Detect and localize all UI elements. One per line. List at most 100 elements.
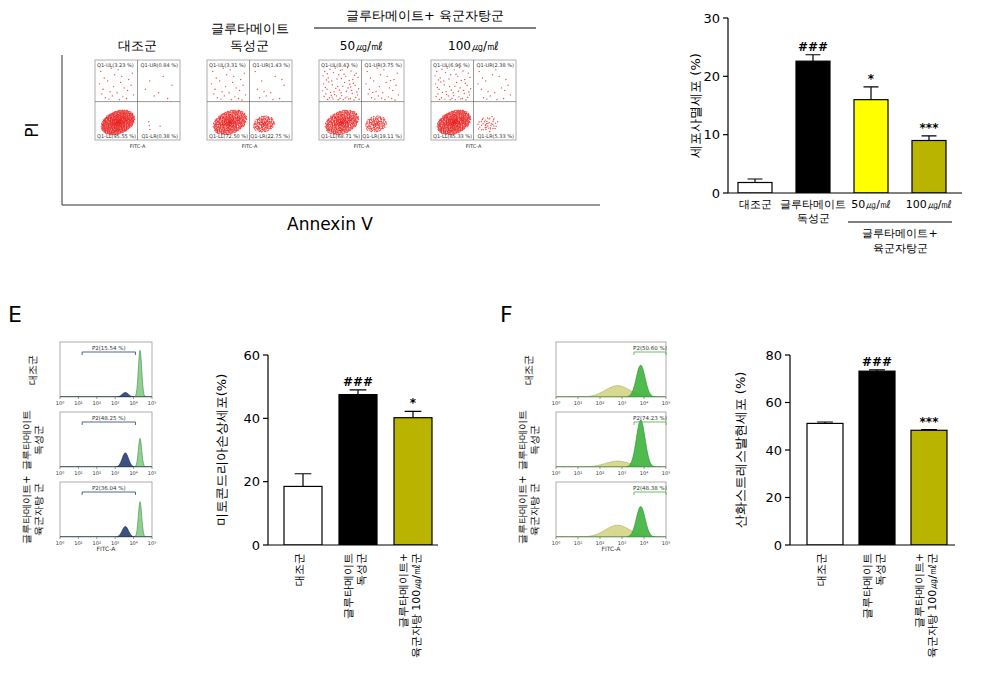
cell-dot (270, 124, 271, 125)
cell-dot (264, 129, 265, 130)
cell-dot (127, 126, 128, 127)
cell-dot (350, 98, 351, 99)
cell-dot (230, 117, 231, 118)
cell-dot (371, 97, 372, 98)
cell-dot (220, 98, 221, 99)
cell-dot (229, 120, 230, 121)
cell-dot (333, 122, 334, 123)
quadrant-line (137, 60, 138, 140)
cell-dot (220, 118, 221, 119)
cell-dot (118, 114, 119, 115)
cell-dot (259, 131, 260, 132)
cell-dot (126, 126, 127, 127)
cell-dot (111, 122, 112, 123)
cell-dot (116, 128, 117, 129)
text-line: FITC-A (130, 143, 146, 149)
cell-dot (259, 126, 260, 127)
cell-dot (110, 117, 111, 118)
cell-dot (258, 126, 259, 127)
cell-dot (225, 120, 226, 121)
cell-dot (130, 122, 131, 123)
cell-dot (230, 125, 231, 126)
cell-dot (231, 129, 232, 130)
cell-dot (281, 79, 282, 80)
cell-dot (265, 123, 266, 124)
cell-dot (339, 127, 340, 128)
cell-dot (115, 114, 116, 115)
cell-dot (348, 123, 349, 124)
cell-dot (229, 125, 230, 126)
cell-dot (130, 122, 131, 123)
cell-dot (242, 120, 243, 121)
cell-dot (158, 92, 159, 93)
cell-dot (119, 122, 120, 123)
cell-dot (243, 121, 244, 122)
cell-dot (267, 128, 268, 129)
cell-dot (131, 126, 132, 127)
cell-dot (326, 125, 327, 126)
cell-dot (346, 130, 347, 131)
cell-dot (225, 123, 226, 124)
cell-dot (219, 130, 220, 131)
cell-dot (219, 122, 220, 123)
cell-dot (242, 122, 243, 123)
cell-dot (342, 85, 343, 86)
cell-dot (323, 83, 324, 84)
cell-dot (268, 128, 269, 129)
cell-dot (102, 121, 103, 122)
cell-dot (113, 130, 114, 131)
cell-dot (231, 113, 232, 114)
cell-dot (115, 123, 116, 124)
cell-dot (106, 117, 107, 118)
cell-dot (338, 74, 339, 75)
text-line: Q1-UL(3.23 %) (97, 62, 134, 68)
cell-dot (123, 125, 124, 126)
cell-dot (232, 121, 233, 122)
cell-dot (344, 114, 345, 115)
cell-dot (227, 127, 228, 128)
cell-dot (127, 118, 128, 119)
cell-dot (111, 115, 112, 116)
quadrant-label: Q1-LR(22.75 %) (250, 133, 290, 139)
cell-dot (356, 124, 357, 125)
cell-dot (123, 87, 124, 88)
cell-dot (110, 118, 111, 119)
cell-dot (342, 69, 343, 70)
cell-dot (348, 119, 349, 120)
cell-dot (224, 122, 225, 123)
cell-dot (239, 118, 240, 119)
cell-dot (128, 125, 129, 126)
cell-dot (234, 123, 235, 124)
cell-dot (110, 124, 111, 125)
cell-dot (342, 114, 343, 115)
cell-dot (103, 124, 104, 125)
cell-dot (130, 113, 131, 114)
cell-dot (232, 129, 233, 130)
cell-dot (216, 122, 217, 123)
cell-dot (342, 118, 343, 119)
cell-dot (235, 118, 236, 119)
cell-dot (244, 113, 245, 114)
cell-dot (344, 82, 345, 83)
cell-dot (325, 87, 326, 88)
cell-dot (224, 95, 225, 96)
cell-dot (128, 119, 129, 120)
cell-dot (218, 122, 219, 123)
cell-dot (257, 89, 258, 90)
cell-dot (116, 126, 117, 127)
cell-dot (223, 126, 224, 127)
cell-dot (123, 117, 124, 118)
cell-dot (219, 121, 220, 122)
cell-dot (99, 83, 100, 84)
cell-dot (134, 117, 135, 118)
cell-dot (236, 130, 237, 131)
cell-dot (127, 124, 128, 125)
cell-dot (105, 128, 106, 129)
cell-dot (119, 114, 120, 115)
cell-dot (124, 122, 125, 123)
cell-dot (275, 76, 276, 77)
cell-dot (232, 126, 233, 127)
cell-dot (344, 121, 345, 122)
cell-dot (101, 123, 102, 124)
cell-dot (127, 122, 128, 123)
